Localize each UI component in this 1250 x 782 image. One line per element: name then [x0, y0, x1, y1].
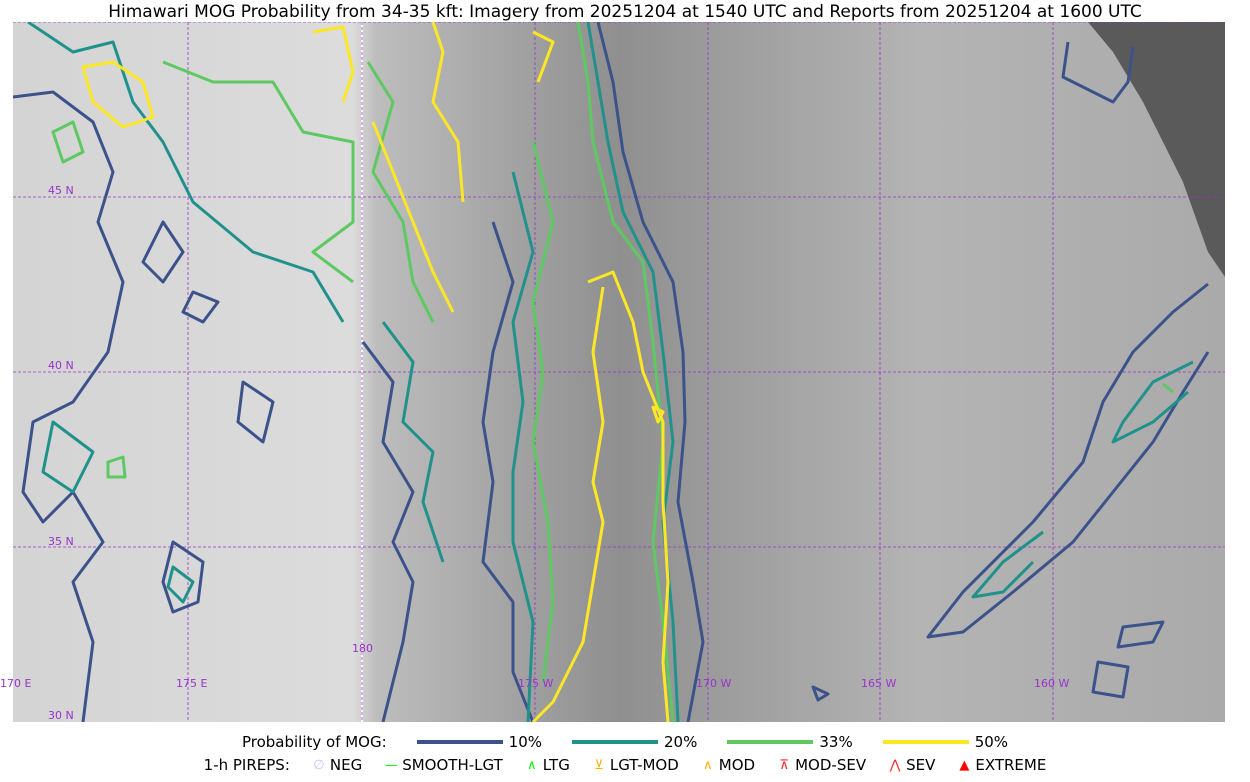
lon-label-170w: 170 W — [696, 677, 732, 690]
legend-swatch-20 — [572, 740, 659, 744]
mod-icon: ∧ — [703, 757, 713, 773]
probability-legend: Probability of MOG: 10% 20% 33% 50% — [0, 733, 1250, 751]
lon-label-160w: 160 W — [1034, 677, 1070, 690]
legend-label-50: 50% — [974, 733, 1009, 751]
pirep-label-mod-sev: MOD-SEV — [795, 756, 867, 774]
pirep-label-extreme: EXTREME — [975, 756, 1047, 774]
lat-label-35n: 35 N — [48, 535, 74, 548]
pireps-legend: 1-h PIREPS: ∅ NEG — SMOOTH-LGT ∧ LTG ⊻ LGT-M… — [0, 756, 1250, 774]
legend-swatch-10 — [416, 740, 503, 744]
extreme-icon: ▲ — [959, 757, 970, 773]
lon-label-175w: 175 W — [518, 677, 554, 690]
pirep-label-sev: SEV — [906, 756, 936, 774]
pireps-legend-title: 1-h PIREPS: — [203, 756, 290, 774]
pirep-label-smooth-lgt: SMOOTH-LGT — [402, 756, 503, 774]
lgt-mod-icon: ⊻ — [594, 757, 604, 773]
lon-label-170e: 170 E — [0, 677, 32, 690]
lat-label-45n: 45 N — [48, 184, 74, 197]
pirep-label-neg: NEG — [329, 756, 363, 774]
probability-contours — [12, 20, 1210, 724]
pirep-label-ltg: LTG — [542, 756, 570, 774]
mod-sev-icon: ⊼ — [779, 757, 789, 773]
lon-label-175e: 175 E — [176, 677, 208, 690]
pirep-label-mod: MOD — [718, 756, 756, 774]
legend-label-10: 10% — [508, 733, 543, 751]
sev-icon: ⋀ — [889, 757, 901, 773]
smooth-lgt-icon: — — [384, 757, 398, 773]
legend-swatch-50 — [882, 740, 969, 744]
satellite-map — [12, 20, 1225, 724]
neg-icon: ∅ — [313, 757, 325, 773]
lon-label-165w: 165 W — [861, 677, 897, 690]
no-data-region — [1088, 22, 1225, 277]
map-title: Himawari MOG Probability from 34-35 kft:… — [108, 2, 1142, 22]
probability-legend-title: Probability of MOG: — [241, 733, 387, 751]
pirep-label-lgt-mod: LGT-MOD — [609, 756, 679, 774]
lat-label-40n: 40 N — [48, 359, 74, 372]
legend-swatch-33 — [727, 740, 814, 744]
lon-label-180: 180 — [352, 642, 373, 655]
lat-label-30n: 30 N — [48, 709, 74, 722]
legend-label-20: 20% — [664, 733, 698, 751]
legend-label-33: 33% — [819, 733, 853, 751]
ltg-icon: ∧ — [527, 757, 537, 773]
